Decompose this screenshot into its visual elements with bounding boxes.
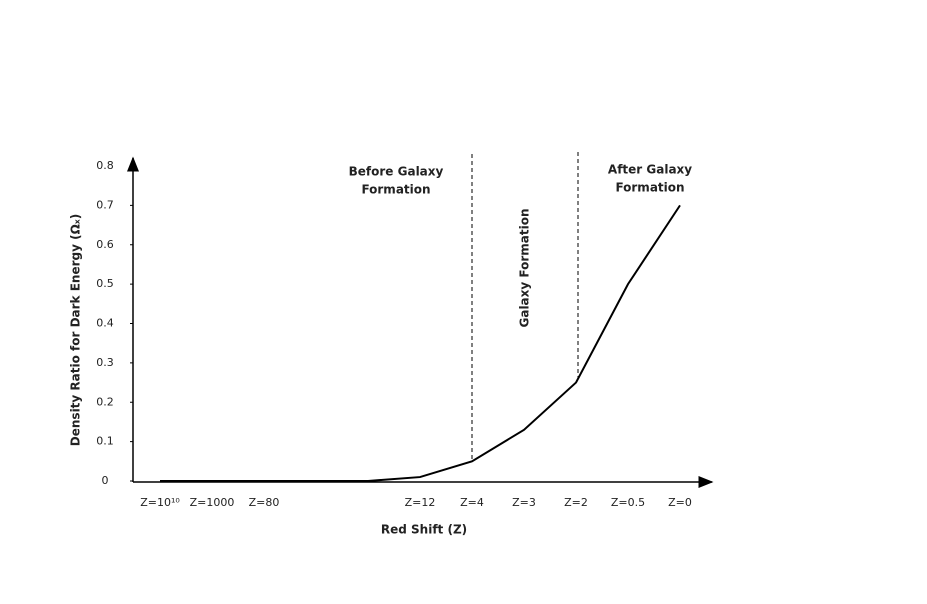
x-tick-label: Z=0 [668,496,692,509]
y-tick-label: 0.6 [96,238,114,251]
x-tick-label: Z=3 [512,496,536,509]
y-tick-label: 0.1 [96,435,114,448]
data-line [160,204,681,482]
y-tick-label: 0 [102,474,109,487]
y-axis-label: Density Ratio for Dark Energy (Ωₓ) [69,214,83,446]
y-tick-label: 0.2 [96,395,114,408]
y-tick-label: 0.7 [96,198,114,211]
y-tick-label: 0.8 [96,159,114,172]
x-tick-label: Z=0.5 [611,496,645,509]
annotation: Formation [615,181,684,195]
y-tick-label: 0.3 [96,356,114,369]
annotation: After Galaxy [608,163,692,177]
x-tick-label: Z=10¹⁰ [140,496,180,509]
x-tick-label: Z=2 [564,496,588,509]
y-tick-label: 0.4 [96,317,114,330]
x-tick-label: Z=4 [460,496,484,509]
y-tick-label: 0.5 [96,277,114,290]
annotation: Formation [361,183,430,197]
x-tick-label: Z=12 [405,496,436,509]
x-tick-label: Z=1000 [190,496,235,509]
x-axis-label: Red Shift (Z) [381,523,467,537]
annotation: Galaxy Formation [518,208,532,327]
x-tick-label: Z=80 [249,496,280,509]
annotation: Before Galaxy [349,165,444,179]
